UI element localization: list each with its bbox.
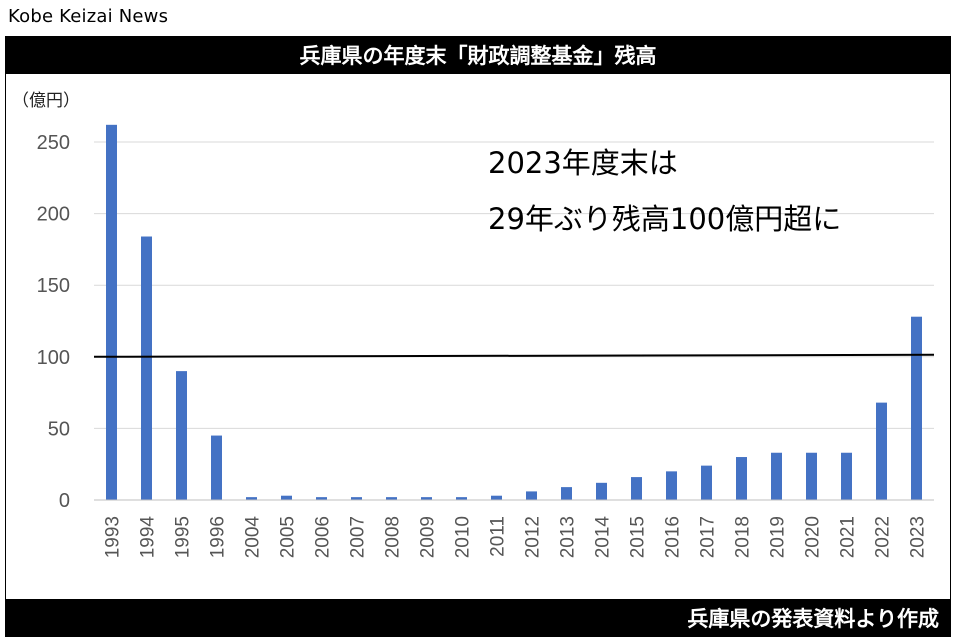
x-tick-label: 1996 — [208, 516, 229, 558]
y-tick-label: 200 — [37, 204, 70, 226]
x-tick-label: 2017 — [698, 516, 719, 558]
bar-1993 — [106, 124, 117, 500]
bar-2015 — [631, 477, 642, 500]
x-tick-label: 2013 — [558, 516, 579, 558]
x-tick-label: 2004 — [243, 516, 264, 559]
x-tick-label: 2018 — [733, 516, 754, 558]
x-tick-label: 2014 — [593, 516, 614, 559]
bar-2009 — [421, 497, 432, 500]
bar-2020 — [806, 452, 817, 500]
x-tick-label: 1994 — [138, 516, 159, 559]
x-tick-label: 2005 — [278, 516, 299, 558]
bar-2021 — [841, 452, 852, 500]
y-tick-label: 0 — [59, 490, 70, 512]
bar-2006 — [316, 497, 327, 500]
bar-1994 — [141, 236, 152, 500]
x-tick-label: 2019 — [768, 516, 789, 558]
x-tick-label: 2022 — [873, 516, 894, 558]
bar-2023 — [911, 316, 922, 500]
source-footer: 兵庫県の発表資料より作成 — [5, 599, 951, 637]
x-tick-label: 2012 — [523, 516, 544, 558]
bar-2004 — [246, 497, 257, 500]
bar-2017 — [701, 465, 712, 500]
bar-2022 — [876, 402, 887, 500]
x-tick-label: 2010 — [453, 516, 474, 558]
bar-1996 — [211, 435, 222, 500]
x-tick-label: 2007 — [348, 516, 369, 558]
x-tick-label: 2009 — [418, 516, 439, 558]
chart-frame — [5, 36, 951, 637]
y-axis-unit-label: （億円） — [12, 91, 80, 111]
y-axis-ticks: 0 50 100 150 200 250 — [37, 132, 70, 512]
bar-2012 — [526, 491, 537, 500]
bar-2005 — [281, 495, 292, 500]
y-tick-label: 100 — [37, 347, 70, 369]
source-label: Kobe Keizai News — [8, 6, 169, 27]
bars — [106, 124, 922, 500]
x-tick-label: 2006 — [313, 516, 334, 558]
annotation-line-1: 2023年度末は — [488, 146, 678, 180]
gridlines — [94, 141, 934, 429]
bar-2011 — [491, 495, 502, 500]
x-tick-label: 2008 — [383, 516, 404, 558]
y-tick-label: 150 — [37, 275, 70, 297]
bar-2016 — [666, 471, 677, 500]
bar-2013 — [561, 487, 572, 500]
x-tick-label: 2021 — [838, 516, 859, 558]
x-axis-ticks: 1993 1994 1995 1996 2004 2005 2006 2007 2008 2009… — [103, 516, 929, 559]
bar-2014 — [596, 482, 607, 500]
chart-title: 兵庫県の年度末「財政調整基金」残高 — [5, 36, 951, 74]
x-tick-label: 2016 — [663, 516, 684, 558]
bar-2008 — [386, 497, 397, 500]
y-tick-label: 250 — [37, 132, 70, 154]
x-tick-label: 2015 — [628, 516, 649, 558]
x-tick-label: 1993 — [103, 516, 124, 558]
x-tick-label: 2020 — [803, 516, 824, 558]
y-tick-label: 50 — [48, 418, 70, 440]
bar-2007 — [351, 497, 362, 500]
x-tick-label: 2023 — [908, 516, 929, 558]
bar-1995 — [176, 371, 187, 500]
reference-line-100 — [93, 353, 935, 358]
x-tick-label: 1995 — [173, 516, 194, 558]
annotation-line-2: 29年ぶり残高100億円超に — [488, 202, 842, 236]
bar-2010 — [456, 497, 467, 500]
bar-2019 — [771, 452, 782, 500]
bar-2018 — [736, 457, 747, 500]
x-tick-label: 2011 — [488, 516, 509, 557]
